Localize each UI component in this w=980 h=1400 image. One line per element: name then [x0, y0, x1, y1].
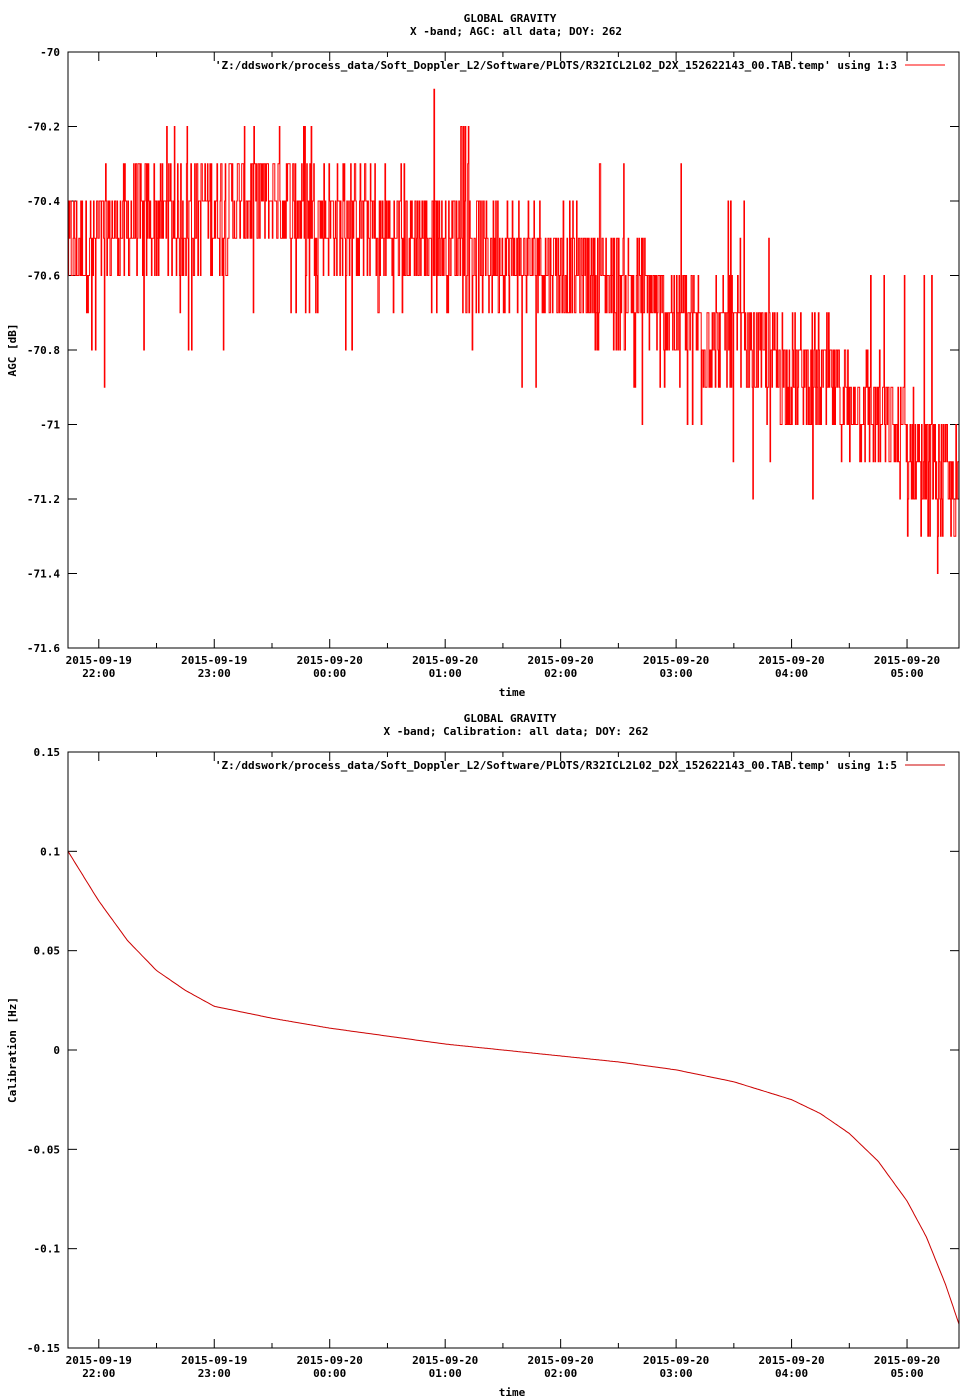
x-tick-time-label: 01:00	[429, 1367, 462, 1380]
x-tick-date-label: 2015-09-20	[874, 1354, 940, 1367]
x-axis-label: time	[499, 1386, 526, 1399]
y-tick-label: 0.15	[34, 746, 61, 759]
x-tick-date-label: 2015-09-20	[297, 654, 363, 667]
legend-entry-label: 'Z:/ddswork/process_data/Soft_Doppler_L2…	[215, 759, 897, 772]
x-tick-time-label: 01:00	[429, 667, 462, 680]
x-tick-date-label: 2015-09-20	[643, 654, 709, 667]
x-tick-date-label: 2015-09-19	[181, 1354, 247, 1367]
x-tick-time-label: 23:00	[198, 1367, 231, 1380]
agc-chart-panel: GLOBAL GRAVITY X -band; AGC: all data; D…	[6, 12, 960, 699]
y-tick-label: -70	[40, 46, 60, 59]
x-tick-time-label: 00:00	[313, 667, 346, 680]
y-tick-group: 0.15 0.1 0.05 0 -0.05 -0.1 -0.15	[27, 746, 959, 1355]
x-tick-time-label: 00:00	[313, 1367, 346, 1380]
y-tick-label: -71.2	[27, 493, 60, 506]
x-tick-time-label: 23:00	[198, 667, 231, 680]
chart-subtitle: X -band; Calibration: all data; DOY: 262	[384, 725, 649, 738]
y-tick-label: -70.8	[27, 344, 60, 357]
chart-title: GLOBAL GRAVITY	[464, 712, 557, 725]
x-tick-time-label: 05:00	[890, 1367, 923, 1380]
x-tick-date-label: 2015-09-19	[66, 654, 132, 667]
x-tick-time-label: 22:00	[82, 1367, 115, 1380]
series-group	[67, 851, 960, 1325]
x-tick-date-label: 2015-09-19	[181, 654, 247, 667]
y-tick-label: -0.15	[27, 1342, 60, 1355]
plot-frame	[67, 51, 960, 649]
y-axis-label: AGC [dB]	[6, 324, 19, 377]
x-tick-date-label: 2015-09-20	[758, 1354, 824, 1367]
x-tick-date-label: 2015-09-20	[528, 654, 594, 667]
series-line	[67, 851, 960, 1325]
y-tick-label: -0.1	[34, 1243, 61, 1256]
x-tick-date-label: 2015-09-20	[412, 1354, 478, 1367]
x-tick-time-label: 22:00	[82, 667, 115, 680]
x-tick-time-label: 02:00	[544, 1367, 577, 1380]
x-axis-label: time	[499, 686, 526, 699]
x-tick-date-label: 2015-09-20	[297, 1354, 363, 1367]
x-tick-date-label: 2015-09-19	[66, 1354, 132, 1367]
y-tick-label: -71	[40, 419, 60, 432]
y-tick-label: -71.4	[27, 568, 60, 581]
y-tick-label: -71.6	[27, 642, 60, 655]
series-line	[68, 88, 960, 574]
x-tick-date-label: 2015-09-20	[528, 1354, 594, 1367]
chart-title: GLOBAL GRAVITY	[464, 12, 557, 25]
plot-frame	[67, 751, 960, 1349]
x-tick-time-label: 05:00	[890, 667, 923, 680]
y-tick-label: -0.05	[27, 1143, 60, 1156]
y-tick-label: -70.2	[27, 121, 60, 134]
x-tick-date-label: 2015-09-20	[874, 654, 940, 667]
y-tick-label: -70.6	[27, 270, 60, 283]
x-tick-date-label: 2015-09-20	[643, 1354, 709, 1367]
calibration-chart-panel: GLOBAL GRAVITY X -band; Calibration: all…	[6, 712, 960, 1399]
legend-entry-label: 'Z:/ddswork/process_data/Soft_Doppler_L2…	[215, 59, 897, 72]
x-tick-time-label: 02:00	[544, 667, 577, 680]
x-tick-time-label: 03:00	[660, 667, 693, 680]
x-tick-time-label: 03:00	[660, 1367, 693, 1380]
y-tick-label: -70.4	[27, 195, 60, 208]
series-group	[68, 88, 960, 574]
y-tick-label: 0.05	[34, 945, 61, 958]
x-tick-group: 2015-09-1922:002015-09-1923:002015-09-20…	[66, 752, 940, 1380]
y-axis-label: Calibration [Hz]	[6, 997, 19, 1103]
x-tick-group: 2015-09-1922:002015-09-1923:002015-09-20…	[66, 52, 940, 680]
chart-subtitle: X -band; AGC: all data; DOY: 262	[410, 25, 622, 38]
x-tick-time-label: 04:00	[775, 1367, 808, 1380]
x-tick-date-label: 2015-09-20	[412, 654, 478, 667]
x-tick-date-label: 2015-09-20	[758, 654, 824, 667]
y-tick-label: 0.1	[40, 845, 60, 858]
y-tick-label: 0	[53, 1044, 60, 1057]
x-tick-time-label: 04:00	[775, 667, 808, 680]
